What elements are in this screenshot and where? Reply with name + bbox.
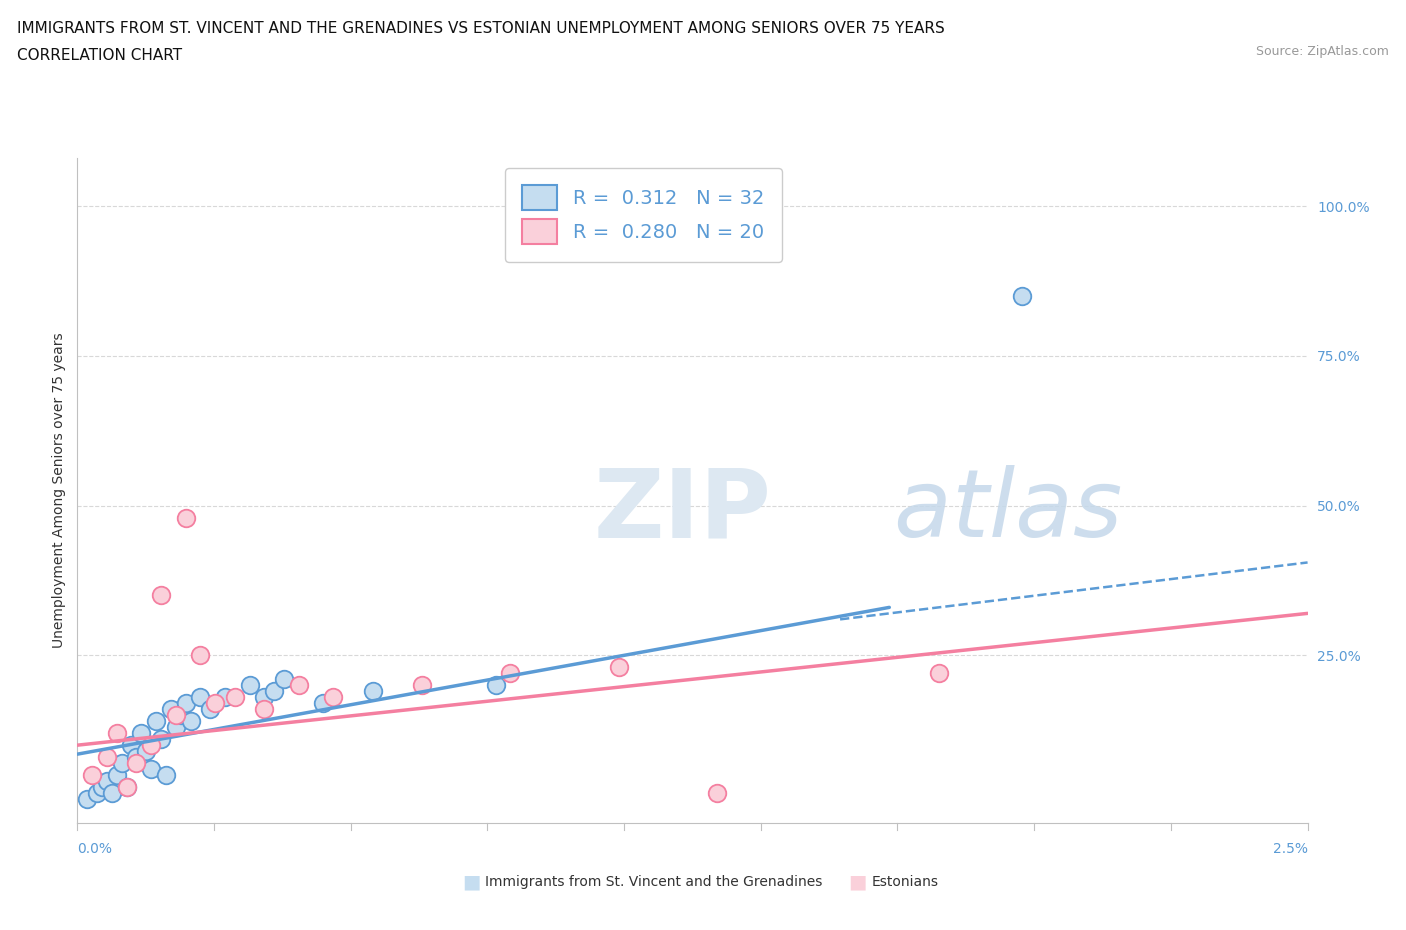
Point <box>96 774 118 789</box>
Point <box>214 690 236 705</box>
Text: IMMIGRANTS FROM ST. VINCENT AND THE GRENADINES VS ESTONIAN UNEMPLOYMENT AMONG SE: IMMIGRANTS FROM ST. VINCENT AND THE GREN… <box>17 21 945 36</box>
Text: ■: ■ <box>461 872 481 891</box>
Point <box>253 690 276 705</box>
Legend: R =  0.312   N = 32, R =  0.280   N = 20: R = 0.312 N = 32, R = 0.280 N = 20 <box>505 167 782 261</box>
Point <box>204 696 226 711</box>
Point <box>150 732 173 747</box>
Point <box>96 750 118 764</box>
Y-axis label: Unemployment Among Seniors over 75 years: Unemployment Among Seniors over 75 years <box>52 333 66 648</box>
Text: Immigrants from St. Vincent and the Grenadines: Immigrants from St. Vincent and the Gren… <box>485 874 823 889</box>
Point <box>312 696 335 711</box>
Point <box>150 588 173 603</box>
Point <box>115 779 138 794</box>
Point <box>706 786 728 801</box>
Point <box>111 756 132 771</box>
Point <box>82 767 104 782</box>
Point <box>607 660 630 675</box>
Text: ZIP: ZIP <box>595 464 772 557</box>
Point <box>145 713 167 728</box>
Text: CORRELATION CHART: CORRELATION CHART <box>17 48 181 63</box>
Point <box>180 713 202 728</box>
Point <box>160 702 183 717</box>
Point <box>165 720 187 735</box>
Point <box>165 708 187 723</box>
Point <box>155 767 177 782</box>
Point <box>263 684 285 698</box>
Text: Estonians: Estonians <box>872 874 939 889</box>
Point <box>190 690 212 705</box>
Point <box>928 666 950 681</box>
Point <box>121 737 143 752</box>
Point <box>90 779 114 794</box>
Point <box>322 690 344 705</box>
Text: atlas: atlas <box>595 465 1122 556</box>
Text: ■: ■ <box>848 872 868 891</box>
Point <box>86 786 108 801</box>
Point <box>253 702 276 717</box>
Point <box>273 671 295 686</box>
Point <box>105 767 128 782</box>
Point <box>174 696 197 711</box>
Point <box>115 779 138 794</box>
Point <box>125 750 148 764</box>
Point <box>76 791 98 806</box>
Point <box>125 756 148 771</box>
Point <box>224 690 246 705</box>
Point <box>170 708 193 723</box>
Text: 2.5%: 2.5% <box>1272 842 1308 856</box>
Point <box>485 678 508 693</box>
Point <box>174 510 197 525</box>
Point <box>141 762 163 777</box>
Point <box>1011 288 1033 303</box>
Point <box>239 678 262 693</box>
Point <box>190 648 212 663</box>
Point <box>361 684 384 698</box>
Point <box>499 666 522 681</box>
Text: 0.0%: 0.0% <box>77 842 112 856</box>
Point <box>200 702 222 717</box>
Point <box>105 725 128 740</box>
Point <box>135 744 157 759</box>
Text: Source: ZipAtlas.com: Source: ZipAtlas.com <box>1256 45 1389 58</box>
Point <box>411 678 433 693</box>
Point <box>101 786 124 801</box>
Point <box>288 678 311 693</box>
Point <box>131 725 153 740</box>
Point <box>141 737 163 752</box>
